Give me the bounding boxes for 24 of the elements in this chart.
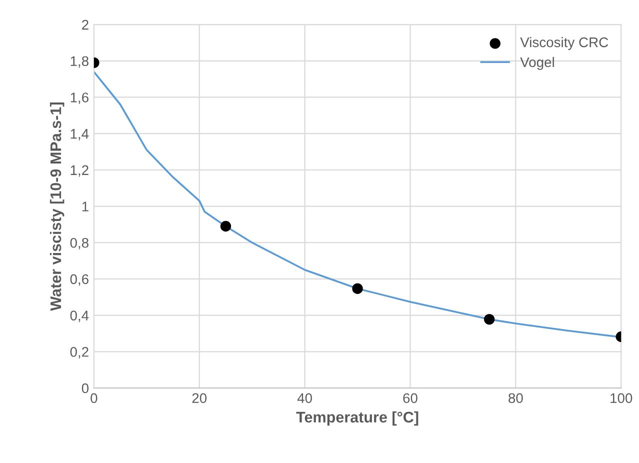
y-tick-label: 0,2 [70,346,88,358]
y-tick-label: 1,6 [70,92,88,104]
point [352,283,363,294]
x-tick-label: 0 [90,393,98,404]
y-tick-label: 0,6 [70,274,88,286]
y-tick-label: 1,4 [70,129,89,140]
y-tick-label: 2 [82,20,88,30]
point [220,220,232,232]
y-axis-title: Water viscisty [10-9 MPa.s-1] [50,102,64,311]
x-tick-label: 20 [192,393,207,404]
y-tick-label: 0,4 [70,310,89,322]
legend-label: Vogel [520,56,554,70]
x-tick-label: 80 [508,393,523,404]
x-tick-label: 100 [610,393,632,404]
y-tick-label: 0 [82,383,89,394]
legend-label: Viscosity CRC [520,37,608,50]
x-tick-label: 40 [297,393,312,404]
point [484,314,495,325]
x-axis-title: Temperature [°C] [296,411,418,426]
y-tick-label: 1,8 [70,56,88,68]
y-tick-label: 1 [82,202,88,212]
x-tick-label: 60 [403,393,418,404]
y-tick-label: 0,8 [70,238,88,250]
y-tick-label: 1,2 [70,165,88,177]
